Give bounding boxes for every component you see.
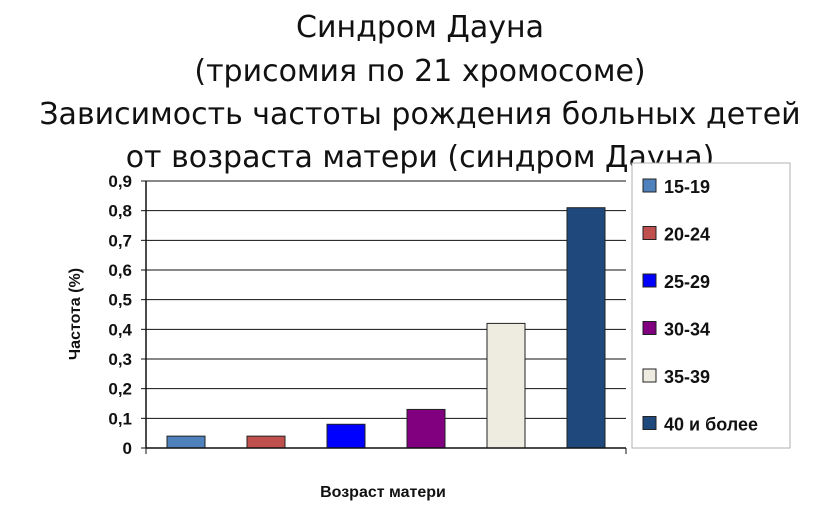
legend-swatch	[642, 321, 657, 335]
y-tick-label: 0,5	[108, 291, 132, 310]
legend-label: 25-29	[664, 272, 710, 292]
y-tick-labels: 0 0,1 0,2 0,3 0,4 0,5 0,6 0,7 0,8 0,9	[108, 172, 132, 458]
y-tick-label: 0,8	[108, 202, 132, 221]
chart-title-line-1: Синдром Дауна	[296, 10, 544, 45]
legend-label: 35-39	[664, 367, 710, 387]
bar	[326, 423, 366, 449]
chart-title-line-3: Зависимость частоты рождения больных дет…	[39, 97, 801, 132]
y-tick-label: 0,1	[108, 409, 132, 428]
legend-label: 40 и более	[664, 415, 758, 435]
bar	[486, 322, 526, 449]
legend-swatch	[642, 226, 657, 240]
chart-title-line-2: (трисомия по 21 хромосоме)	[194, 54, 646, 89]
bar	[246, 435, 286, 449]
legend-swatch	[642, 368, 657, 383]
legend-swatch	[642, 178, 657, 193]
bar	[166, 435, 206, 449]
y-tick-label: 0,9	[108, 172, 132, 191]
legend-label: 30-34	[664, 320, 710, 340]
legend: 15-19 20-24 25-29 30-34 35-39 40 и более	[642, 177, 758, 435]
x-axis-label: Возраст матери	[320, 484, 446, 501]
legend-box	[631, 162, 791, 449]
y-tick-label: 0,7	[108, 231, 132, 250]
legend-label: 15-19	[664, 177, 710, 197]
bar	[406, 408, 446, 449]
gridlines	[141, 180, 627, 454]
y-tick-label: 0,4	[108, 320, 132, 339]
legend-label: 20-24	[664, 225, 710, 245]
legend-swatch	[642, 416, 657, 430]
y-tick-label: 0,6	[108, 261, 132, 280]
y-tick-label: 0,3	[108, 350, 132, 369]
y-tick-label: 0,2	[108, 380, 132, 399]
legend-swatch	[642, 273, 657, 288]
chart-title-line-4: от возраста матери (синдром Дауна)	[125, 140, 715, 175]
bar	[566, 207, 606, 449]
y-tick-label: 0	[123, 439, 132, 458]
y-axis-label: Частота (%)	[67, 268, 84, 360]
bars	[166, 207, 606, 449]
